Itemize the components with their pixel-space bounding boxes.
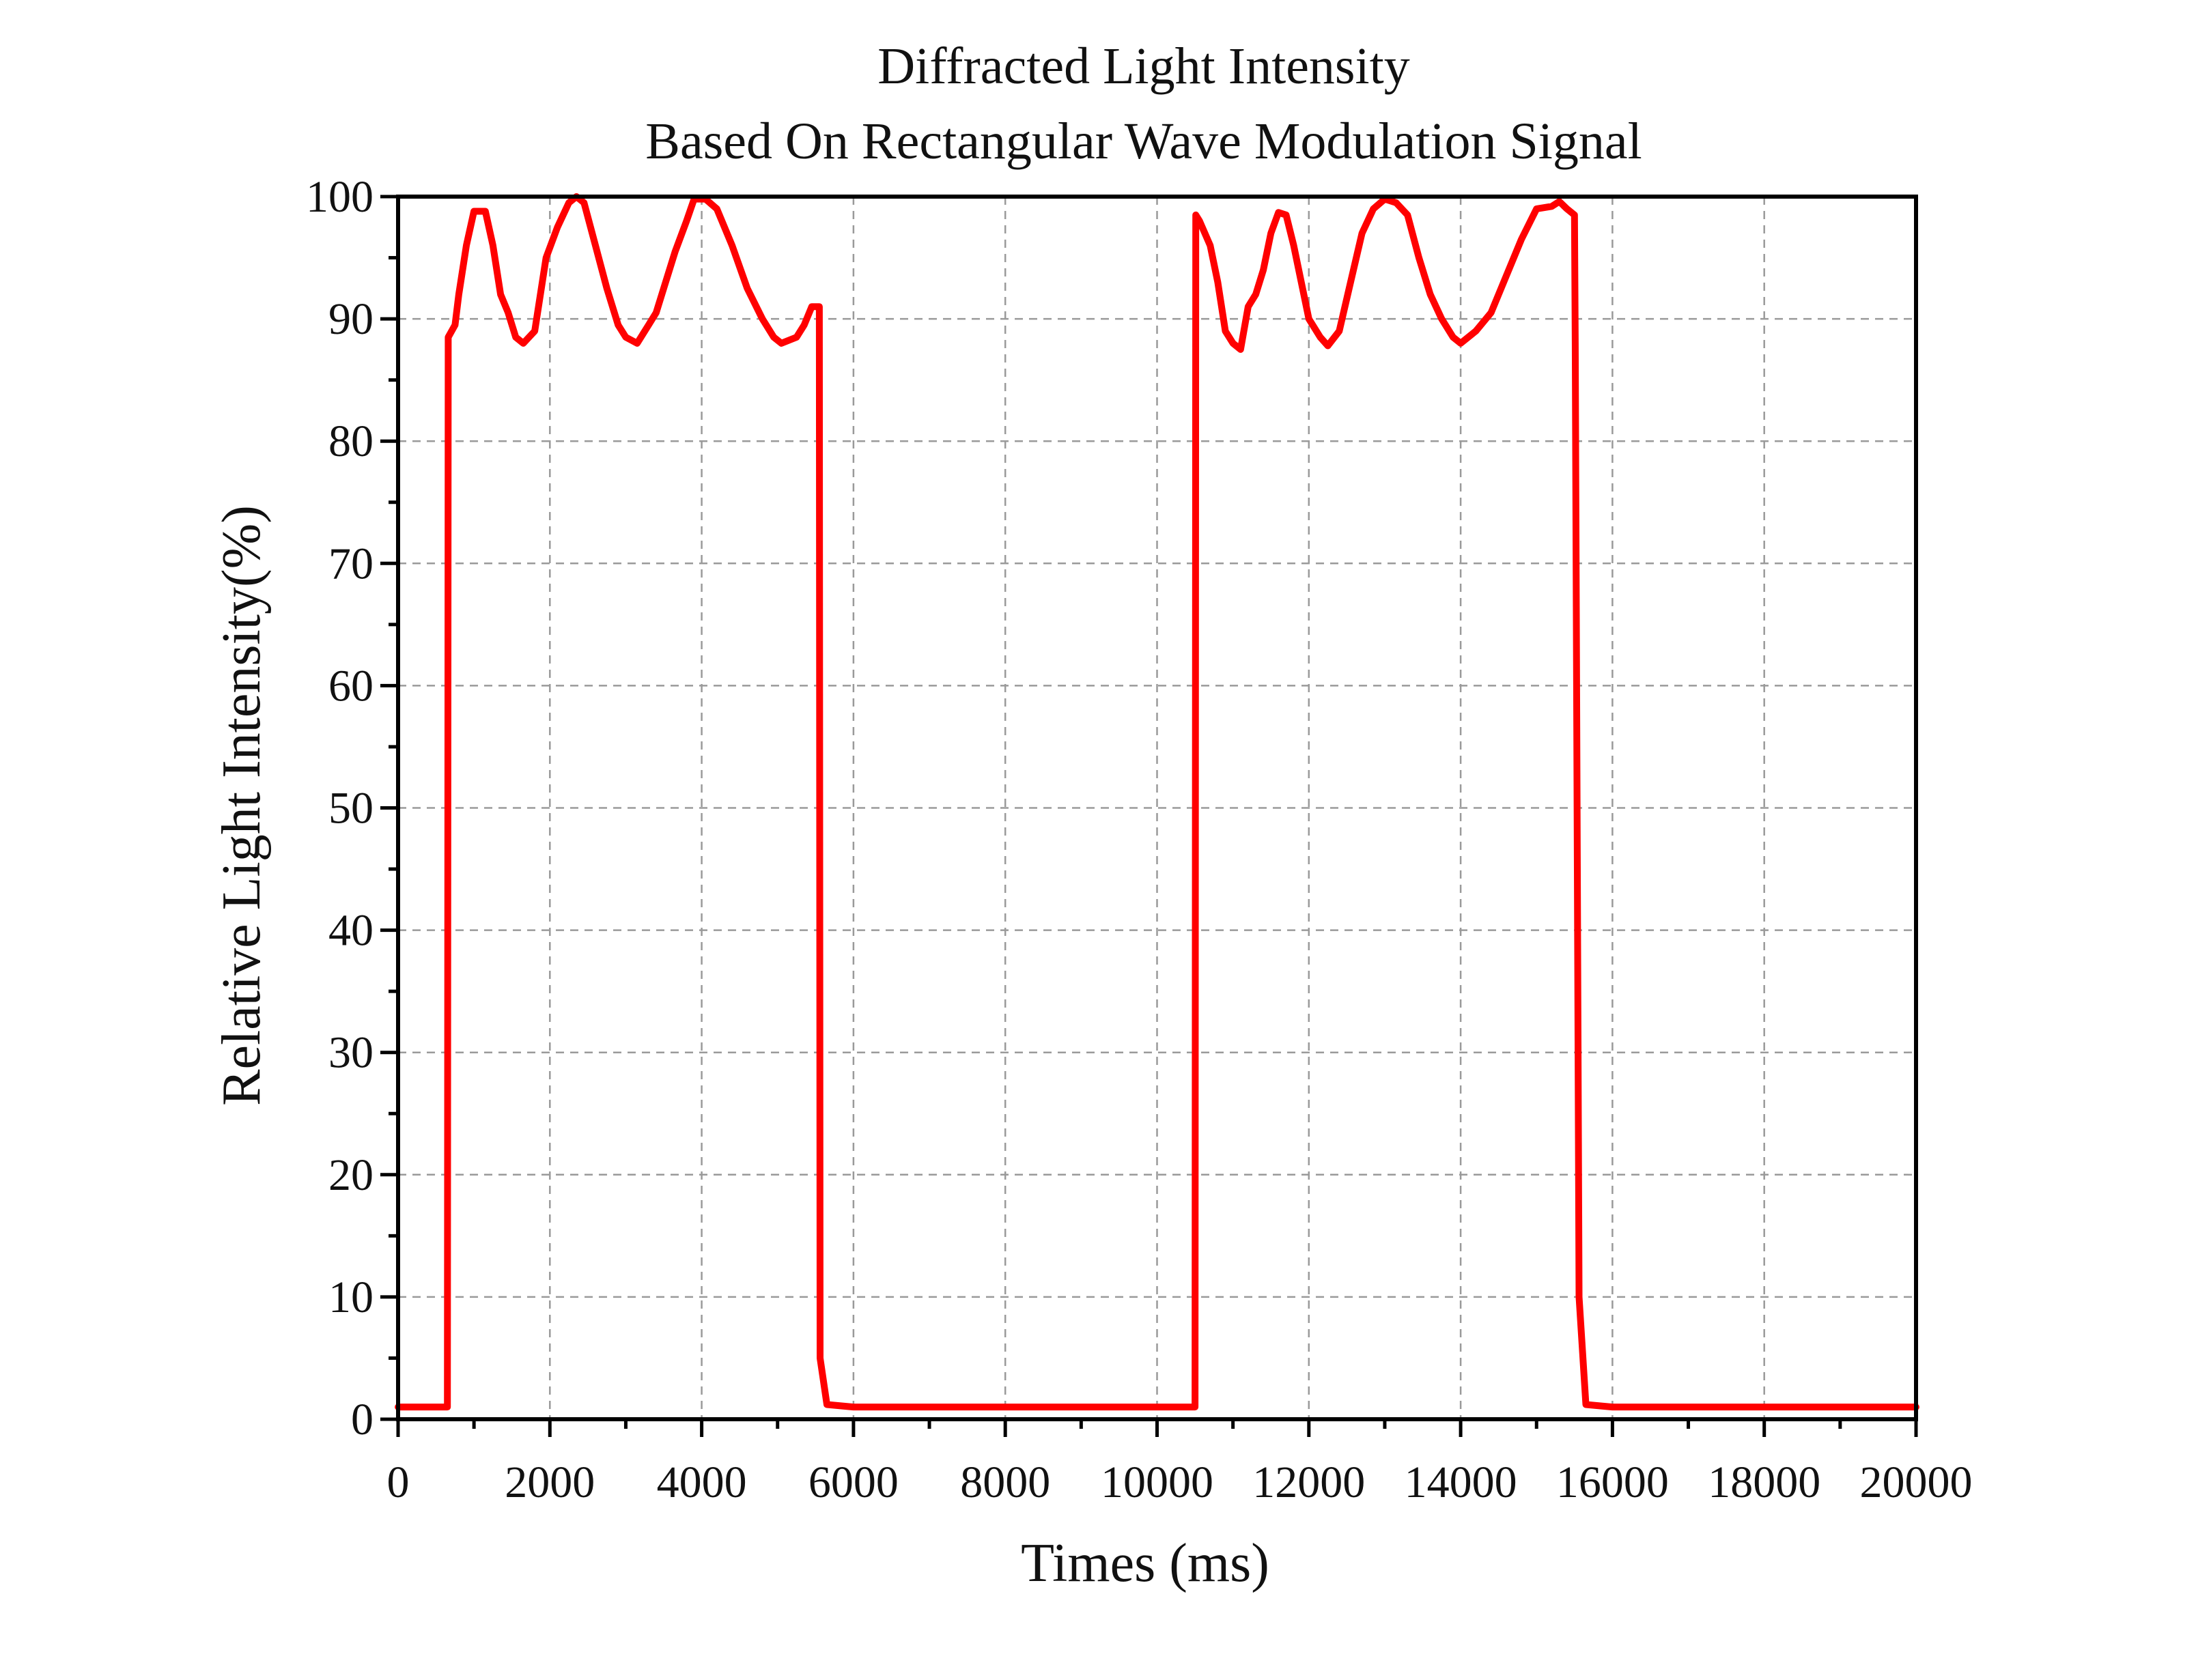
x-tick-label: 20000 xyxy=(1860,1457,1973,1507)
y-tick-label: 60 xyxy=(328,661,374,711)
y-tick-label: 10 xyxy=(328,1272,374,1322)
axis-ticks xyxy=(380,195,1918,1437)
x-tick-label: 12000 xyxy=(1252,1457,1365,1507)
x-tick-label: 2000 xyxy=(505,1457,595,1507)
y-tick-label: 50 xyxy=(328,784,374,834)
x-tick-label: 4000 xyxy=(657,1457,747,1507)
x-tick-label: 0 xyxy=(387,1457,410,1507)
y-tick-label: 40 xyxy=(328,906,374,956)
x-tick-label: 18000 xyxy=(1708,1457,1820,1507)
grid-lines xyxy=(398,197,1916,1419)
y-tick-label: 70 xyxy=(328,539,374,588)
chart-title-line-1: Diffracted Light Intensity xyxy=(877,38,1409,95)
intensity-line xyxy=(395,193,1919,1411)
x-tick-labels: 0 2000 4000 6000 8000 10000 12000 14000 16000 180… xyxy=(387,1457,1973,1507)
x-tick-label: 10000 xyxy=(1101,1457,1213,1507)
y-tick-label: 80 xyxy=(328,416,374,466)
x-axis-label: Times (ms) xyxy=(1021,1533,1269,1593)
y-axis-label: Relative Light Intensity(%) xyxy=(212,505,272,1106)
y-tick-labels: 0 10 20 30 40 50 60 70 80 90 100 xyxy=(306,172,374,1444)
y-tick-label: 20 xyxy=(328,1150,374,1200)
x-tick-label: 14000 xyxy=(1405,1457,1517,1507)
y-tick-label: 30 xyxy=(328,1028,374,1078)
x-tick-label: 8000 xyxy=(960,1457,1050,1507)
y-tick-label: 100 xyxy=(306,172,374,222)
y-tick-label: 0 xyxy=(351,1395,374,1444)
y-tick-label: 90 xyxy=(328,294,374,344)
chart-title-line-2: Based On Rectangular Wave Modulation Sig… xyxy=(645,113,1642,170)
data-series xyxy=(395,193,1919,1411)
x-tick-label: 6000 xyxy=(808,1457,899,1507)
x-tick-label: 16000 xyxy=(1556,1457,1669,1507)
